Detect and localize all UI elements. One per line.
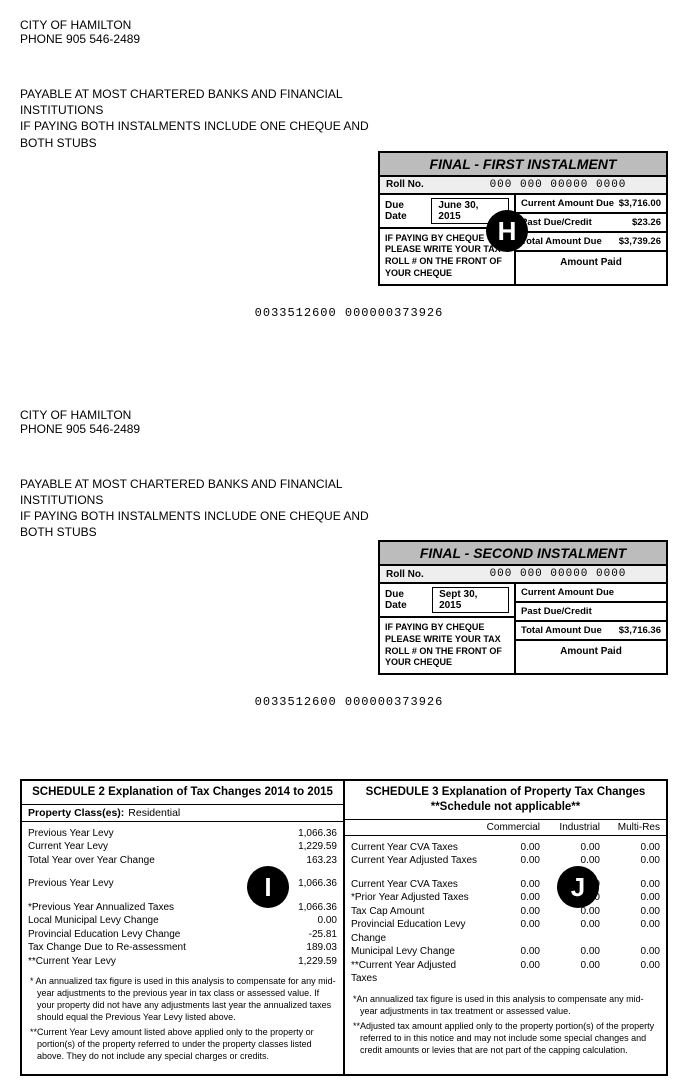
roll-row: Roll No. 000 000 00000 0000 bbox=[380, 566, 666, 584]
current-amount-due: Current Amount Due bbox=[516, 584, 666, 603]
payable-text: PAYABLE AT MOST CHARTERED BANKS AND FINA… bbox=[20, 476, 380, 541]
org-name: CITY OF HAMILTON bbox=[20, 18, 380, 32]
s2-row: Total Year over Year Change163.23 bbox=[28, 854, 337, 868]
schedule3-title: SCHEDULE 3 Explanation of Property Tax C… bbox=[345, 781, 666, 820]
total-amount-due: Total Amount Due $3,716.36 bbox=[516, 622, 666, 641]
s3-row: Municipal Levy Change0.000.000.00 bbox=[351, 945, 660, 959]
due-date: Sept 30, 2015 bbox=[432, 587, 509, 613]
amount-paid: Amount Paid bbox=[516, 641, 666, 662]
org-phone: PHONE 905 546-2489 bbox=[20, 422, 380, 436]
org-name: CITY OF HAMILTON bbox=[20, 408, 380, 422]
footnote: **Adjusted tax amount applied only to th… bbox=[351, 1021, 660, 1056]
payable-text: PAYABLE AT MOST CHARTERED BANKS AND FINA… bbox=[20, 86, 380, 151]
s3-row: Current Year Adjusted Taxes0.000.000.00 bbox=[351, 854, 660, 868]
total-amount-due: Total Amount Due $3,739.26 bbox=[516, 233, 666, 252]
schedule-3: SCHEDULE 3 Explanation of Property Tax C… bbox=[345, 781, 666, 1074]
stub2-box: FINAL - SECOND INSTALMENT Roll No. 000 0… bbox=[378, 540, 668, 675]
code-line: 0033512600 000000373926 bbox=[30, 695, 668, 709]
stub1-title: FINAL - FIRST INSTALMENT bbox=[380, 153, 666, 177]
schedule-2: SCHEDULE 2 Explanation of Tax Changes 20… bbox=[22, 781, 345, 1074]
schedule3-columns: Commercial Industrial Multi-Res bbox=[345, 820, 666, 836]
roll-row: Roll No. 000 000 00000 0000 bbox=[380, 177, 666, 195]
s3-row: Tax Cap Amount0.000.000.00 bbox=[351, 905, 660, 919]
past-due-credit: Past Due/Credit $23.26 bbox=[516, 214, 666, 233]
s2-row: Tax Change Due to Re-assessment189.03 bbox=[28, 941, 337, 955]
s2-row: Previous Year Levy1,066.36 bbox=[28, 877, 337, 891]
s3-row: **Current Year Adjusted Taxes0.000.000.0… bbox=[351, 959, 660, 986]
s2-row: **Current Year Levy1,229.59 bbox=[28, 955, 337, 969]
s2-row: Current Year Levy1,229.59 bbox=[28, 840, 337, 854]
s2-row: *Previous Year Annualized Taxes1,066.36 bbox=[28, 901, 337, 915]
s3-row: Current Year CVA Taxes0.000.000.00 bbox=[351, 878, 660, 892]
s2-row: Local Municipal Levy Change0.00 bbox=[28, 914, 337, 928]
current-amount-due: Current Amount Due $3,716.00 bbox=[516, 195, 666, 214]
stub-second-instalment: CITY OF HAMILTON PHONE 905 546-2489 PAYA… bbox=[20, 400, 668, 710]
s3-row: *Prior Year Adjusted Taxes0.000.000.00 bbox=[351, 891, 660, 905]
property-class: Property Class(es): Residential bbox=[22, 805, 343, 822]
code-line: 0033512600 000000373926 bbox=[30, 306, 668, 320]
marker-i: I bbox=[247, 866, 289, 908]
stub-first-instalment: CITY OF HAMILTON PHONE 905 546-2489 PAYA… bbox=[20, 10, 668, 320]
due-date-row: Due Date Sept 30, 2015 bbox=[380, 584, 514, 618]
s2-row: Provincial Education Levy Change-25.81 bbox=[28, 928, 337, 942]
footnote: * An annualized tax figure is used in th… bbox=[28, 976, 337, 1023]
footnote: **Current Year Levy amount listed above … bbox=[28, 1027, 337, 1062]
s2-row: Previous Year Levy1,066.36 bbox=[28, 827, 337, 841]
footnote: *An annualized tax figure is used in thi… bbox=[351, 994, 660, 1017]
cheque-note: IF PAYING BY CHEQUE PLEASE WRITE YOUR TA… bbox=[380, 618, 514, 673]
marker-j: J bbox=[557, 866, 599, 908]
past-due-credit: Past Due/Credit bbox=[516, 603, 666, 622]
amount-paid: Amount Paid bbox=[516, 252, 666, 273]
schedule2-title: SCHEDULE 2 Explanation of Tax Changes 20… bbox=[22, 781, 343, 805]
s3-row: Provincial Education Levy Change0.000.00… bbox=[351, 918, 660, 945]
schedules: I J SCHEDULE 2 Explanation of Tax Change… bbox=[20, 779, 668, 1076]
stub2-title: FINAL - SECOND INSTALMENT bbox=[380, 542, 666, 566]
marker-h: H bbox=[486, 210, 528, 252]
s3-row: Current Year CVA Taxes0.000.000.00 bbox=[351, 841, 660, 855]
org-phone: PHONE 905 546-2489 bbox=[20, 32, 380, 46]
